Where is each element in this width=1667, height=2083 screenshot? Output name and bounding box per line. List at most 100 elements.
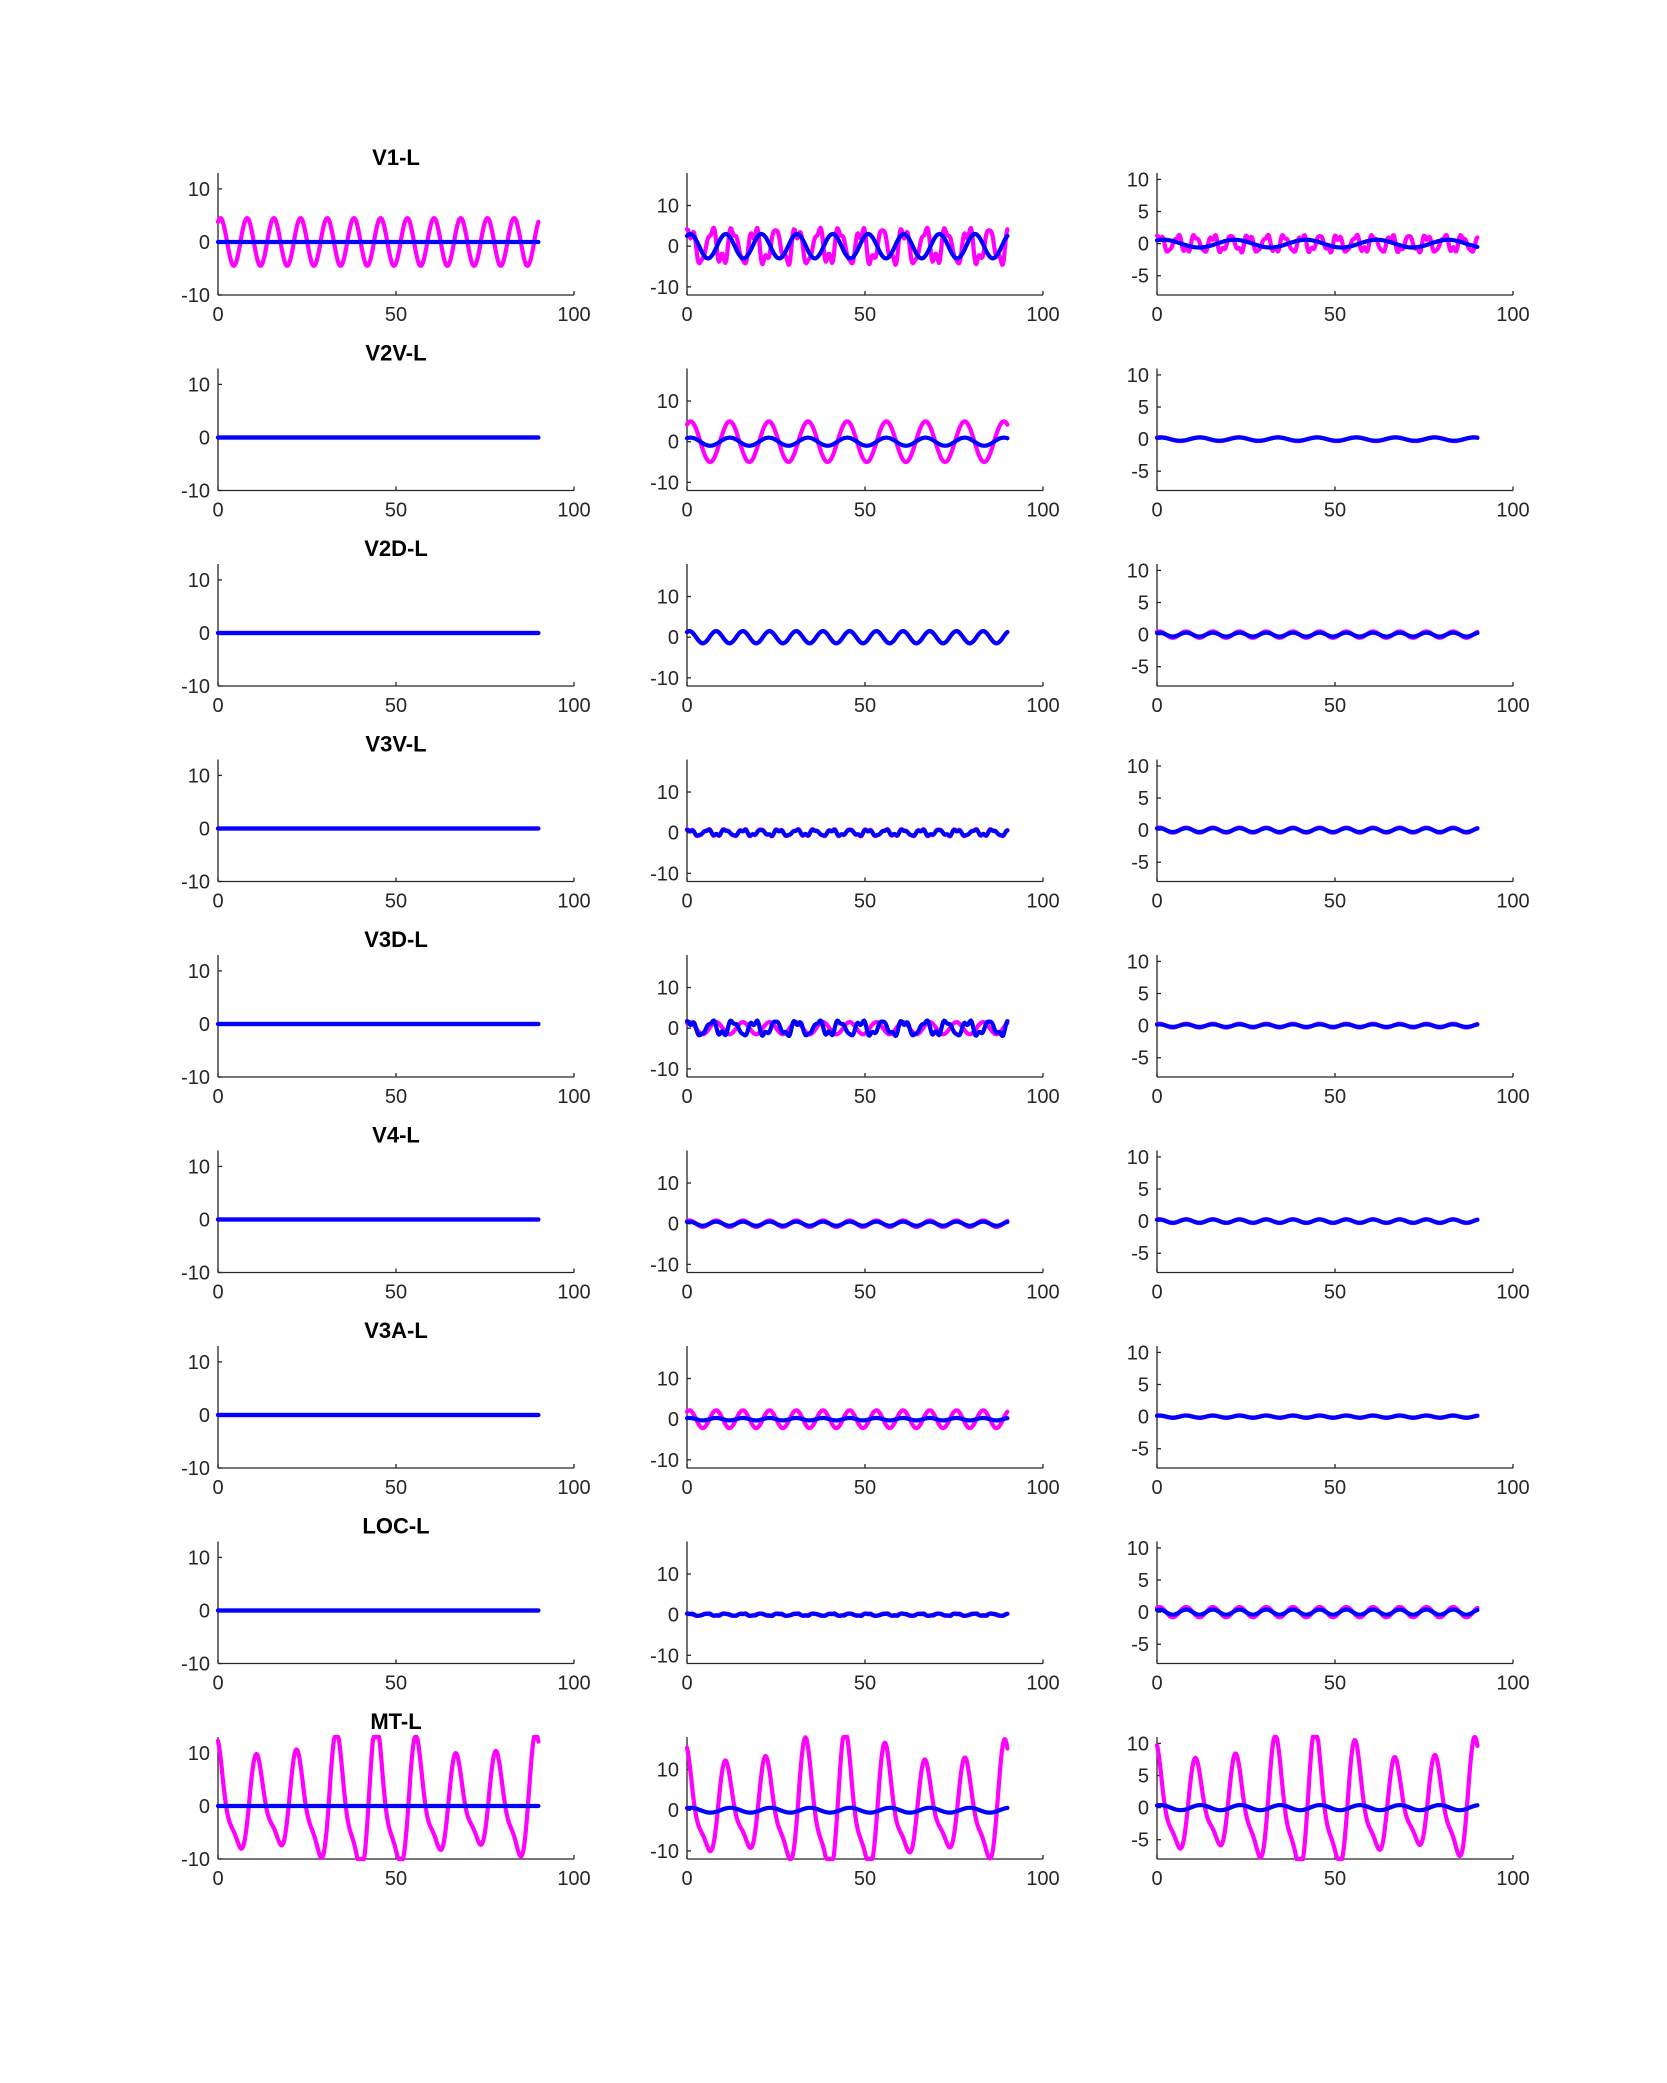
x-tick-label: 50 xyxy=(385,1673,407,1695)
y-tick-label: 10 xyxy=(1127,1733,1149,1755)
x-tick-label: 100 xyxy=(557,1868,590,1890)
y-tick-label: 10 xyxy=(188,1547,210,1569)
x-tick-label: 0 xyxy=(681,500,692,522)
y-tick-label: -5 xyxy=(1131,266,1149,288)
y-tick-label: 5 xyxy=(1138,1570,1149,1592)
y-tick-label: 0 xyxy=(668,1214,679,1236)
y-tick-label: 10 xyxy=(657,1760,679,1782)
series-blue-line xyxy=(1154,1413,1480,1420)
y-tick-label: -5 xyxy=(1131,1439,1149,1461)
y-tick-label: 10 xyxy=(1127,756,1149,778)
x-tick-label: 100 xyxy=(1026,1868,1059,1890)
y-tick-label: 0 xyxy=(1138,1798,1149,1820)
x-tick-label: 50 xyxy=(1324,1282,1346,1304)
y-tick-label: -10 xyxy=(650,1059,679,1081)
y-tick-label: 5 xyxy=(1138,202,1149,224)
x-tick-label: 0 xyxy=(212,1086,223,1108)
y-tick-label: -10 xyxy=(181,481,210,503)
y-tick-label: 5 xyxy=(1138,593,1149,615)
x-tick-label: 0 xyxy=(681,1477,692,1499)
y-tick-label: 10 xyxy=(188,765,210,787)
subplot-title: V2D-L xyxy=(364,536,428,561)
x-tick-label: 0 xyxy=(681,1086,692,1108)
y-tick-label: 10 xyxy=(1127,1147,1149,1169)
y-tick-label: 10 xyxy=(1127,1342,1149,1364)
y-tick-label: 0 xyxy=(1138,234,1149,256)
x-tick-label: 0 xyxy=(681,1282,692,1304)
y-tick-label: -10 xyxy=(181,1849,210,1871)
y-tick-label: 10 xyxy=(657,1564,679,1586)
y-tick-label: 5 xyxy=(1138,397,1149,419)
y-tick-label: 0 xyxy=(1138,1407,1149,1429)
y-tick-label: 0 xyxy=(199,1209,210,1231)
x-tick-label: 100 xyxy=(557,695,590,717)
x-tick-label: 50 xyxy=(854,1868,876,1890)
x-tick-label: 0 xyxy=(212,304,223,326)
y-tick-label: -10 xyxy=(650,1450,679,1472)
series-blue-line xyxy=(684,827,1010,838)
x-tick-label: 0 xyxy=(212,1868,223,1890)
y-tick-label: 5 xyxy=(1138,1766,1149,1788)
series-magenta-line xyxy=(215,1734,541,1862)
series-magenta-line xyxy=(684,1734,1010,1862)
x-tick-label: 0 xyxy=(681,1673,692,1695)
y-tick-label: 10 xyxy=(657,782,679,804)
y-tick-label: -10 xyxy=(181,676,210,698)
series-magenta-line xyxy=(684,1020,1010,1037)
x-tick-label: 50 xyxy=(854,1673,876,1695)
x-tick-label: 50 xyxy=(854,891,876,913)
y-tick-label: 10 xyxy=(657,1173,679,1195)
subplot-title: LOC-L xyxy=(362,1514,429,1539)
x-tick-label: 100 xyxy=(557,1086,590,1108)
y-tick-label: 0 xyxy=(199,427,210,449)
y-tick-label: 5 xyxy=(1138,1179,1149,1201)
y-tick-label: 0 xyxy=(1138,1016,1149,1038)
x-tick-label: 100 xyxy=(1496,1477,1529,1499)
y-tick-label: -5 xyxy=(1131,852,1149,874)
y-tick-label: 10 xyxy=(657,1369,679,1391)
y-tick-label: 10 xyxy=(1127,560,1149,582)
series-blue-line xyxy=(684,1611,1010,1618)
series-magenta-line xyxy=(1154,1734,1480,1862)
subplot-title: V1-L xyxy=(372,145,420,170)
y-tick-label: 0 xyxy=(1138,820,1149,842)
y-tick-label: 10 xyxy=(1127,1538,1149,1560)
y-tick-label: 0 xyxy=(1138,429,1149,451)
x-tick-label: 100 xyxy=(1026,891,1059,913)
y-tick-label: 0 xyxy=(668,236,679,258)
x-tick-label: 0 xyxy=(212,695,223,717)
y-tick-label: 10 xyxy=(657,196,679,218)
x-tick-label: 0 xyxy=(1151,1282,1162,1304)
y-tick-label: 5 xyxy=(1138,1375,1149,1397)
x-tick-label: 100 xyxy=(1026,695,1059,717)
y-tick-label: -5 xyxy=(1131,1634,1149,1656)
y-tick-label: 0 xyxy=(668,823,679,845)
series-blue-line xyxy=(684,1805,1010,1815)
x-tick-label: 50 xyxy=(854,500,876,522)
x-tick-label: 50 xyxy=(385,1477,407,1499)
x-tick-label: 100 xyxy=(1496,304,1529,326)
x-tick-label: 50 xyxy=(385,891,407,913)
series-blue-line xyxy=(1154,1803,1480,1813)
x-tick-label: 100 xyxy=(1026,304,1059,326)
x-tick-label: 100 xyxy=(1496,1673,1529,1695)
subplot-title: MT-L xyxy=(370,1709,421,1734)
y-tick-label: -10 xyxy=(650,277,679,299)
x-tick-label: 50 xyxy=(1324,1868,1346,1890)
x-tick-label: 100 xyxy=(1026,500,1059,522)
y-tick-label: -10 xyxy=(181,1654,210,1676)
x-tick-label: 50 xyxy=(385,500,407,522)
x-tick-label: 50 xyxy=(1324,1673,1346,1695)
x-tick-label: 50 xyxy=(1324,500,1346,522)
x-tick-label: 50 xyxy=(1324,891,1346,913)
y-tick-label: 10 xyxy=(657,587,679,609)
